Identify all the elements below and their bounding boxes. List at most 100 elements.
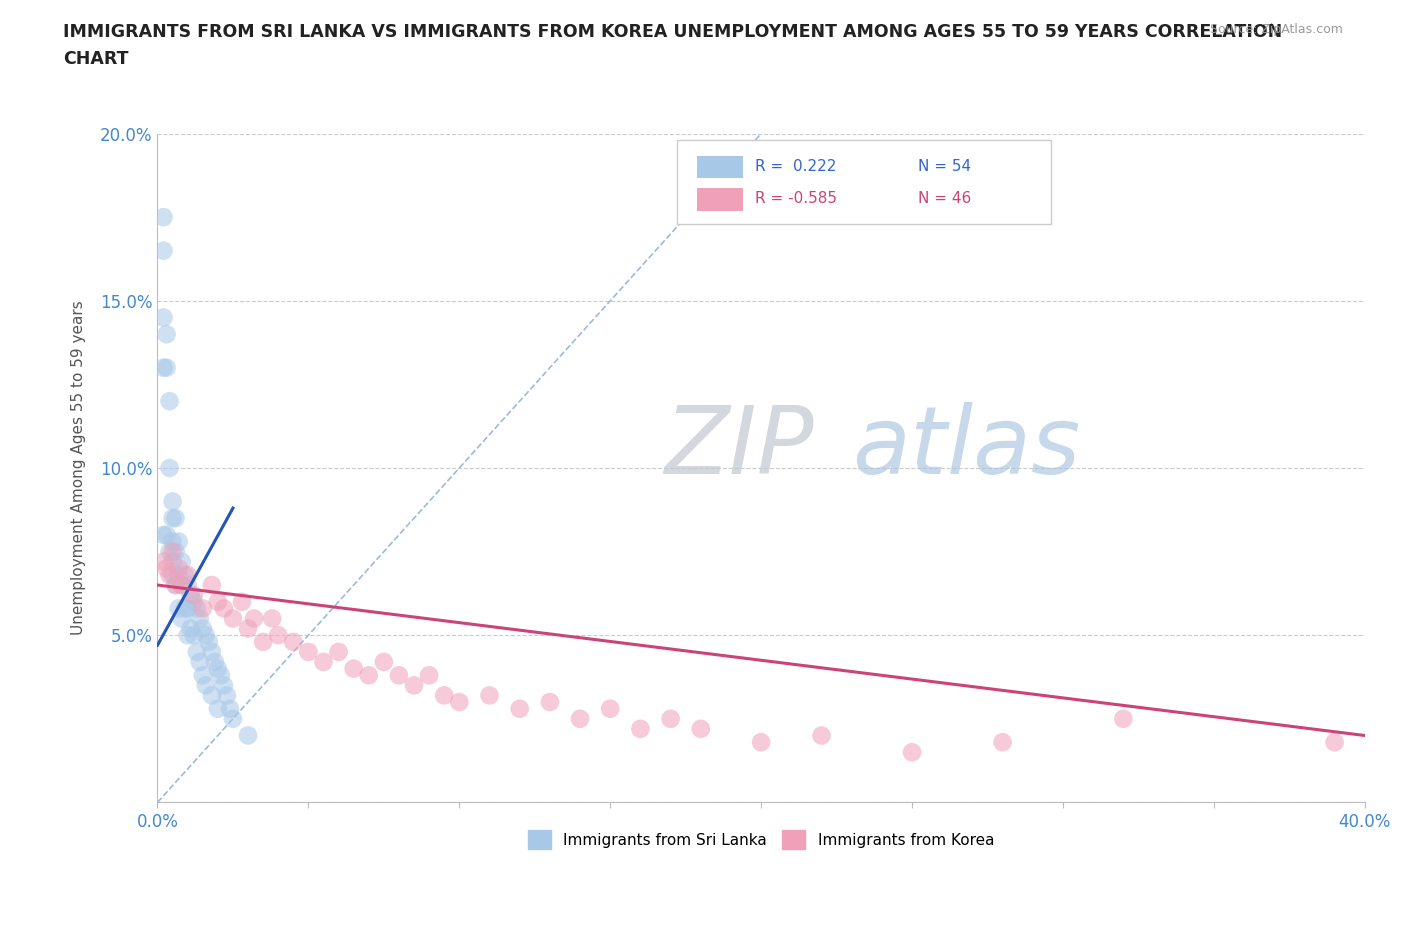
Point bbox=[186, 601, 208, 616]
Point bbox=[231, 594, 253, 609]
Point bbox=[243, 611, 266, 626]
Point bbox=[152, 210, 174, 225]
Point bbox=[162, 494, 184, 509]
Point bbox=[162, 567, 184, 582]
Point bbox=[236, 621, 259, 636]
Point bbox=[201, 688, 224, 703]
Point bbox=[162, 544, 184, 559]
FancyBboxPatch shape bbox=[697, 189, 742, 210]
Point bbox=[433, 688, 456, 703]
Point bbox=[152, 527, 174, 542]
Text: Source: ZipAtlas.com: Source: ZipAtlas.com bbox=[1209, 23, 1343, 36]
Text: IMMIGRANTS FROM SRI LANKA VS IMMIGRANTS FROM KOREA UNEMPLOYMENT AMONG AGES 55 TO: IMMIGRANTS FROM SRI LANKA VS IMMIGRANTS … bbox=[63, 23, 1282, 68]
Point bbox=[155, 360, 177, 375]
Point bbox=[991, 735, 1014, 750]
Point bbox=[167, 534, 190, 549]
Point bbox=[176, 628, 198, 643]
Point bbox=[628, 722, 651, 737]
Point bbox=[212, 601, 235, 616]
Point bbox=[180, 621, 202, 636]
Legend: Immigrants from Sri Lanka, Immigrants from Korea: Immigrants from Sri Lanka, Immigrants fr… bbox=[522, 824, 1000, 855]
Point bbox=[167, 561, 190, 576]
Point bbox=[188, 655, 211, 670]
Point bbox=[173, 567, 195, 582]
Point bbox=[155, 561, 177, 576]
Text: ZIP: ZIP bbox=[665, 403, 814, 494]
Point bbox=[183, 588, 205, 603]
Point bbox=[209, 668, 232, 683]
Point bbox=[188, 611, 211, 626]
Point bbox=[165, 511, 187, 525]
Point bbox=[180, 588, 202, 603]
Point bbox=[176, 601, 198, 616]
Point bbox=[222, 711, 245, 726]
Point bbox=[194, 678, 217, 693]
Point bbox=[204, 655, 226, 670]
Text: atlas: atlas bbox=[852, 403, 1080, 494]
Point bbox=[357, 668, 380, 683]
Point bbox=[152, 244, 174, 259]
Point bbox=[599, 701, 621, 716]
Point bbox=[152, 310, 174, 325]
Point bbox=[162, 511, 184, 525]
Point bbox=[159, 567, 181, 582]
Point bbox=[201, 578, 224, 592]
FancyBboxPatch shape bbox=[697, 156, 742, 179]
Point bbox=[159, 393, 181, 408]
Point bbox=[186, 644, 208, 659]
Point bbox=[328, 644, 350, 659]
Point bbox=[207, 701, 229, 716]
Point bbox=[159, 544, 181, 559]
Point bbox=[162, 554, 184, 569]
Point bbox=[449, 695, 471, 710]
Point bbox=[165, 578, 187, 592]
Point bbox=[689, 722, 711, 737]
Point bbox=[162, 534, 184, 549]
Point bbox=[207, 594, 229, 609]
Point bbox=[191, 621, 214, 636]
Point bbox=[152, 554, 174, 569]
Point bbox=[191, 668, 214, 683]
Point bbox=[170, 554, 193, 569]
Point bbox=[283, 634, 305, 649]
Point bbox=[167, 601, 190, 616]
Point bbox=[509, 701, 531, 716]
FancyBboxPatch shape bbox=[676, 140, 1050, 224]
Point bbox=[183, 628, 205, 643]
Text: R = -0.585: R = -0.585 bbox=[755, 191, 837, 206]
Point bbox=[659, 711, 682, 726]
Point bbox=[215, 688, 238, 703]
Point bbox=[212, 678, 235, 693]
Point bbox=[176, 567, 198, 582]
Point bbox=[167, 567, 190, 582]
Point bbox=[155, 527, 177, 542]
Point bbox=[198, 634, 221, 649]
Text: R =  0.222: R = 0.222 bbox=[755, 159, 837, 174]
Point bbox=[176, 578, 198, 592]
Point bbox=[343, 661, 366, 676]
Point bbox=[478, 688, 501, 703]
Point bbox=[267, 628, 290, 643]
Point bbox=[810, 728, 832, 743]
Point bbox=[170, 578, 193, 592]
Point bbox=[201, 644, 224, 659]
Point bbox=[312, 655, 335, 670]
Point bbox=[152, 360, 174, 375]
Point bbox=[222, 611, 245, 626]
Point bbox=[262, 611, 284, 626]
Y-axis label: Unemployment Among Ages 55 to 59 years: Unemployment Among Ages 55 to 59 years bbox=[72, 300, 86, 635]
Point bbox=[170, 578, 193, 592]
Point bbox=[901, 745, 924, 760]
Point bbox=[749, 735, 772, 750]
Point bbox=[183, 594, 205, 609]
Point bbox=[297, 644, 319, 659]
Point bbox=[191, 601, 214, 616]
Point bbox=[373, 655, 395, 670]
Text: N = 46: N = 46 bbox=[918, 191, 972, 206]
Point bbox=[159, 460, 181, 475]
Point bbox=[155, 326, 177, 341]
Point bbox=[252, 634, 274, 649]
Point bbox=[236, 728, 259, 743]
Point bbox=[165, 544, 187, 559]
Point bbox=[569, 711, 592, 726]
